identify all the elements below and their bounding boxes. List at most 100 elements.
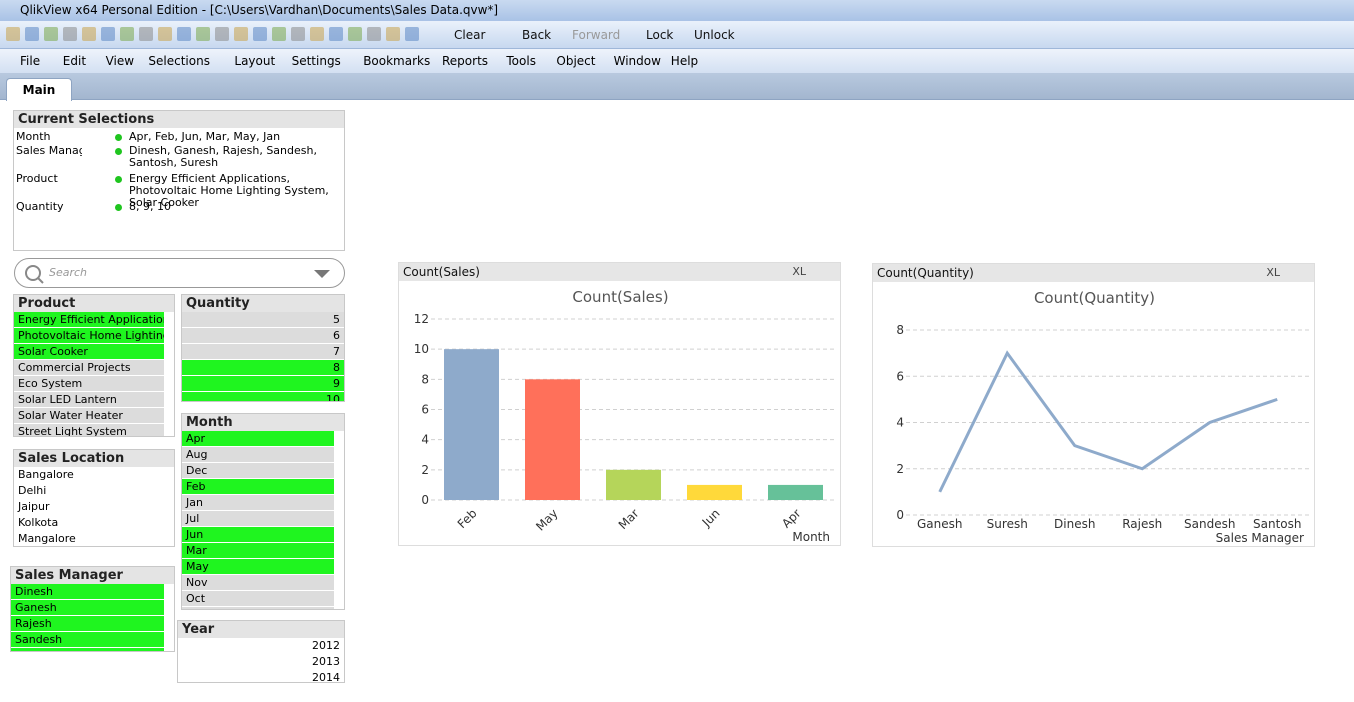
toolbar-button[interactable]: Forward (558, 26, 620, 44)
listbox-item[interactable]: Ganesh (11, 600, 164, 616)
listbox: MonthAprAugDecFebJanJulJunMarMayNovOctSe… (181, 413, 345, 610)
toolbar-icon (234, 27, 248, 41)
toolbar-icon (329, 27, 343, 41)
chart-title: Count(Sales) (572, 288, 668, 306)
y-tick-label: 0 (421, 493, 429, 507)
menu-item[interactable]: Edit (62, 54, 87, 68)
selection-values: Apr, Feb, Jun, Mar, May, Jan (129, 130, 281, 143)
menu-item[interactable]: View (105, 54, 135, 68)
listbox: Sales Location Bangalore Delhi Jaipur Kolkot… (13, 449, 175, 547)
menu-item[interactable]: Tools (506, 54, 536, 68)
toolbar-icon (63, 27, 77, 41)
listbox-item[interactable]: 9 (182, 376, 344, 392)
listbox-item[interactable]: Photovoltaic Home Lighting System (14, 328, 164, 344)
chart-title: Count(Quantity) (1034, 289, 1155, 307)
listbox: Sales ManagerDineshGaneshRajeshSandeshSa… (10, 566, 175, 652)
listbox-item[interactable]: Feb (182, 479, 334, 495)
listbox-item[interactable]: 2014 (178, 670, 344, 682)
y-tick-label: 6 (896, 369, 904, 383)
listbox-item[interactable]: 5 (182, 312, 344, 328)
line (938, 350, 1278, 493)
current-selections: Current Selections Month Apr, Feb, Jun, M… (13, 110, 345, 251)
search-icon (25, 265, 44, 284)
menu-item[interactable]: Bookmarks (363, 54, 431, 68)
listbox-item[interactable]: Sandesh (11, 632, 164, 648)
y-tick-label: 6 (421, 403, 429, 417)
toolbar-button[interactable]: Lock (632, 26, 673, 44)
toolbar-icon (348, 27, 362, 41)
listbox-item[interactable]: Nov (182, 575, 334, 591)
selection-values: Dinesh, Ganesh, Rajesh, Sandesh, Santosh… (129, 144, 317, 169)
toolbar-button-label: Unlock (694, 28, 735, 42)
toolbar: Clear Back Forward Lock Unlock (0, 21, 1354, 49)
listbox-title: Product (14, 295, 174, 312)
x-tick-label: Jun (699, 506, 723, 530)
x-tick-label: Apr (779, 506, 804, 531)
bar (525, 379, 580, 500)
listbox-item[interactable]: May (182, 559, 334, 575)
menu-item[interactable]: Selections (148, 54, 210, 68)
listbox-item[interactable]: Rajesh (11, 616, 164, 632)
y-tick-label: 8 (896, 323, 904, 337)
toolbar-icon (405, 27, 419, 41)
listbox-item[interactable]: Jaipur (14, 499, 164, 515)
listbox-item[interactable]: Jun (182, 527, 334, 543)
menu-item[interactable]: Reports (442, 54, 489, 68)
current-selections-title: Current Selections (14, 111, 344, 128)
menu-item[interactable]: File (20, 54, 41, 68)
listbox-item[interactable]: Bangalore (14, 467, 164, 483)
listbox-item[interactable]: Street Light System (14, 424, 164, 436)
dropdown-arrow (314, 270, 330, 278)
listbox-item[interactable]: Mar (182, 543, 334, 559)
tab[interactable]: Main (6, 78, 72, 101)
listbox-item[interactable]: 2012 (178, 638, 344, 654)
listbox-item[interactable]: Commercial Projects (14, 360, 164, 376)
listbox-item[interactable]: 8 (182, 360, 344, 376)
menu-bar: File Edit View Selections Layout Settings Book… (0, 49, 1354, 73)
listbox-item[interactable]: Solar Water Heater (14, 408, 164, 424)
x-tick-label: Santosh (1253, 517, 1301, 531)
listbox-item[interactable]: Jul (182, 511, 334, 527)
x-tick-label: Feb (455, 506, 480, 531)
menu-item[interactable]: Object (556, 54, 596, 68)
y-tick-label: 0 (896, 508, 904, 522)
menu-item[interactable]: Layout (234, 54, 276, 68)
listbox-item[interactable]: Aug (182, 447, 334, 463)
listbox-item[interactable]: Santosh (11, 648, 164, 651)
toolbar-button[interactable]: Clear (440, 26, 485, 44)
listbox-item[interactable]: 6 (182, 328, 344, 344)
listbox-item[interactable]: Apr (182, 431, 334, 447)
menu-item[interactable]: Window (613, 54, 661, 68)
menu-item[interactable]: Help (670, 54, 699, 68)
listbox: Year 2012 2013 2014 (177, 620, 345, 683)
toolbar-icon (120, 27, 134, 41)
chart-caption: Count(Sales) (399, 263, 840, 281)
listbox-item[interactable]: 10 (182, 392, 344, 401)
listbox-item[interactable]: Oct (182, 591, 334, 607)
listbox-item[interactable]: Eco System (14, 376, 164, 392)
export-label[interactable]: XL (1266, 266, 1280, 279)
selection-field: Product (16, 173, 58, 185)
listbox-item[interactable]: 2013 (178, 654, 344, 670)
listbox-item[interactable]: Dinesh (11, 584, 164, 600)
listbox-item[interactable]: Sep (182, 607, 334, 609)
listbox-item[interactable]: Kolkota (14, 515, 164, 531)
menu-item[interactable]: Settings (291, 54, 341, 68)
listbox-item[interactable]: Dec (182, 463, 334, 479)
listbox-item[interactable]: Solar LED Lantern (14, 392, 164, 408)
listbox-item[interactable]: Jan (182, 495, 334, 511)
toolbar-button[interactable]: Back (508, 26, 551, 44)
listbox-item[interactable]: Delhi (14, 483, 164, 499)
listbox-item[interactable]: 7 (182, 344, 344, 360)
chart: Count(Sales) 0 2 4 6 8 10 12 Feb May Mar Jun AprMont… (414, 288, 836, 544)
search-box[interactable]: Search (14, 258, 345, 288)
export-label[interactable]: XL (792, 265, 806, 278)
listbox-item[interactable]: Mangalore (14, 531, 164, 546)
x-tick-label: Rajesh (1122, 517, 1162, 531)
toolbar-icon (310, 27, 324, 41)
toolbar-icon (158, 27, 172, 41)
listbox-item[interactable]: Solar Cooker (14, 344, 164, 360)
listbox-item[interactable]: Energy Efficient Applications (14, 312, 164, 328)
toolbar-button[interactable]: Unlock (680, 26, 735, 44)
